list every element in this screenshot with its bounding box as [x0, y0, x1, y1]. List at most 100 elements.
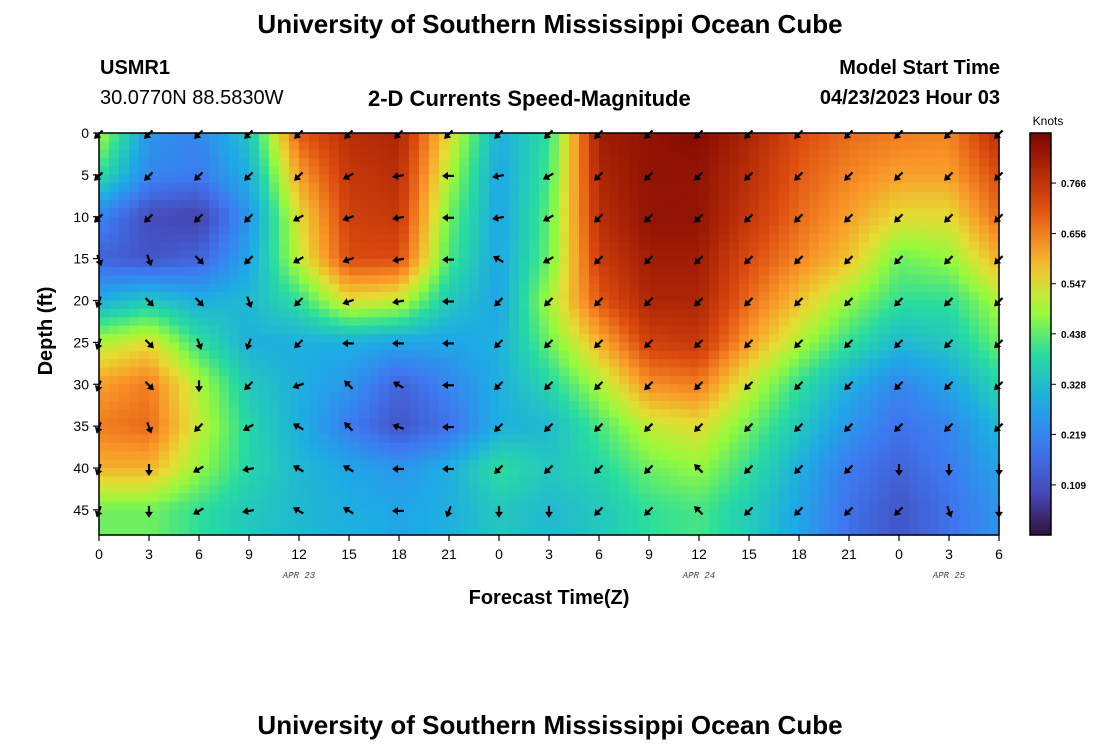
arrow-head [442, 213, 448, 222]
heatmap-cell [459, 518, 470, 528]
heatmap-cell [149, 292, 160, 302]
heatmap-cell [229, 208, 240, 218]
heatmap-cell [429, 283, 440, 293]
heatmap-cell [329, 392, 340, 402]
heatmap-cell [949, 409, 960, 419]
heatmap-cell [599, 476, 610, 486]
heatmap-cell [419, 225, 430, 235]
heatmap-cell [809, 484, 820, 494]
heatmap-cell [919, 308, 930, 318]
heatmap-cell [729, 225, 740, 235]
heatmap-cell [389, 208, 400, 218]
heatmap-cell [309, 442, 320, 452]
heatmap-cell [419, 191, 430, 201]
heatmap-cell [229, 417, 240, 427]
heatmap-cell [519, 174, 530, 184]
model-start-label: Model Start Time [839, 57, 1000, 79]
heatmap-cell [259, 451, 270, 461]
heatmap-cell [449, 325, 460, 335]
heatmap-cell [479, 325, 490, 335]
heatmap-cell [859, 191, 870, 201]
heatmap-cell [819, 367, 830, 377]
heatmap-cell [129, 317, 140, 327]
heatmap-cell [179, 501, 190, 511]
heatmap-cell [579, 149, 590, 159]
arrow-head [492, 172, 499, 181]
heatmap-cell [209, 451, 220, 461]
heatmap-cell [579, 518, 590, 528]
heatmap-cell [939, 468, 950, 477]
heatmap-cell [359, 501, 370, 511]
heatmap-cell [829, 401, 840, 410]
heatmap-cell [819, 208, 830, 218]
heatmap-cell [649, 258, 660, 268]
heatmap-cell [389, 141, 400, 151]
heatmap-cell [409, 208, 420, 218]
heatmap-cell [949, 191, 960, 201]
heatmap-cell [359, 241, 370, 251]
heatmap-cell [429, 258, 440, 268]
heatmap-cell [549, 292, 560, 302]
current-arrow [145, 422, 154, 434]
heatmap-cell [479, 442, 490, 452]
heatmap-cell [959, 367, 970, 377]
heatmap-cell [559, 484, 570, 494]
heatmap-cell [459, 367, 470, 377]
heatmap-cell [949, 174, 960, 184]
heatmap-cell [279, 501, 290, 511]
heatmap-cell [589, 292, 600, 302]
heatmap-cell [839, 409, 850, 419]
heatmap-cell [279, 401, 290, 410]
heatmap-cell [119, 375, 130, 385]
heatmap-cell [809, 392, 820, 402]
heatmap-cell [699, 225, 710, 235]
heatmap-cell [169, 409, 180, 419]
heatmap-cell [469, 200, 480, 209]
arrow-head [794, 383, 802, 391]
heatmap-cell [649, 292, 660, 302]
heatmap-cell [509, 275, 520, 285]
heatmap-cell [559, 191, 570, 201]
heatmap-cell [679, 200, 690, 209]
heatmap-cell [569, 250, 580, 260]
heatmap-cell [569, 258, 580, 268]
heatmap-cell [859, 401, 870, 410]
heatmap-cell [539, 334, 550, 343]
heatmap-cell [219, 308, 230, 318]
heatmap-cell [539, 417, 550, 427]
heatmap-cell [789, 501, 800, 511]
heatmap-cell [149, 468, 160, 477]
arrow-head [542, 172, 551, 180]
heatmap-cell [719, 367, 730, 377]
heatmap-cell [159, 484, 170, 494]
heatmap-cell [339, 166, 350, 176]
heatmap-cell [769, 149, 780, 159]
heatmap-cell [869, 342, 880, 352]
heatmap-cell [609, 451, 620, 461]
heatmap-cell [159, 133, 170, 142]
heatmap-cell [989, 409, 1000, 419]
heatmap-cell [919, 149, 930, 159]
heatmap-cell [99, 476, 110, 486]
heatmap-cell [209, 166, 220, 176]
heatmap-cell [919, 476, 930, 486]
heatmap-cell [119, 409, 130, 419]
heatmap-cell [959, 484, 970, 494]
heatmap-cell [589, 350, 600, 360]
heatmap-cell [659, 350, 670, 360]
heatmap-cell [149, 375, 160, 385]
heatmap-cell [619, 442, 630, 452]
heatmap-cell [269, 384, 280, 394]
heatmap-cell [219, 476, 230, 486]
heatmap-cell [889, 434, 900, 444]
heatmap-cell [179, 174, 190, 184]
heatmap-cell [729, 442, 740, 452]
heatmap-cell [359, 334, 370, 343]
heatmap-cell [489, 174, 500, 184]
heatmap-cell [659, 183, 670, 193]
heatmap-cell [589, 493, 600, 503]
current-arrow [644, 380, 654, 391]
heatmap-cell [199, 216, 210, 226]
heatmap-cell [339, 493, 350, 503]
heatmap-cell [939, 518, 950, 528]
